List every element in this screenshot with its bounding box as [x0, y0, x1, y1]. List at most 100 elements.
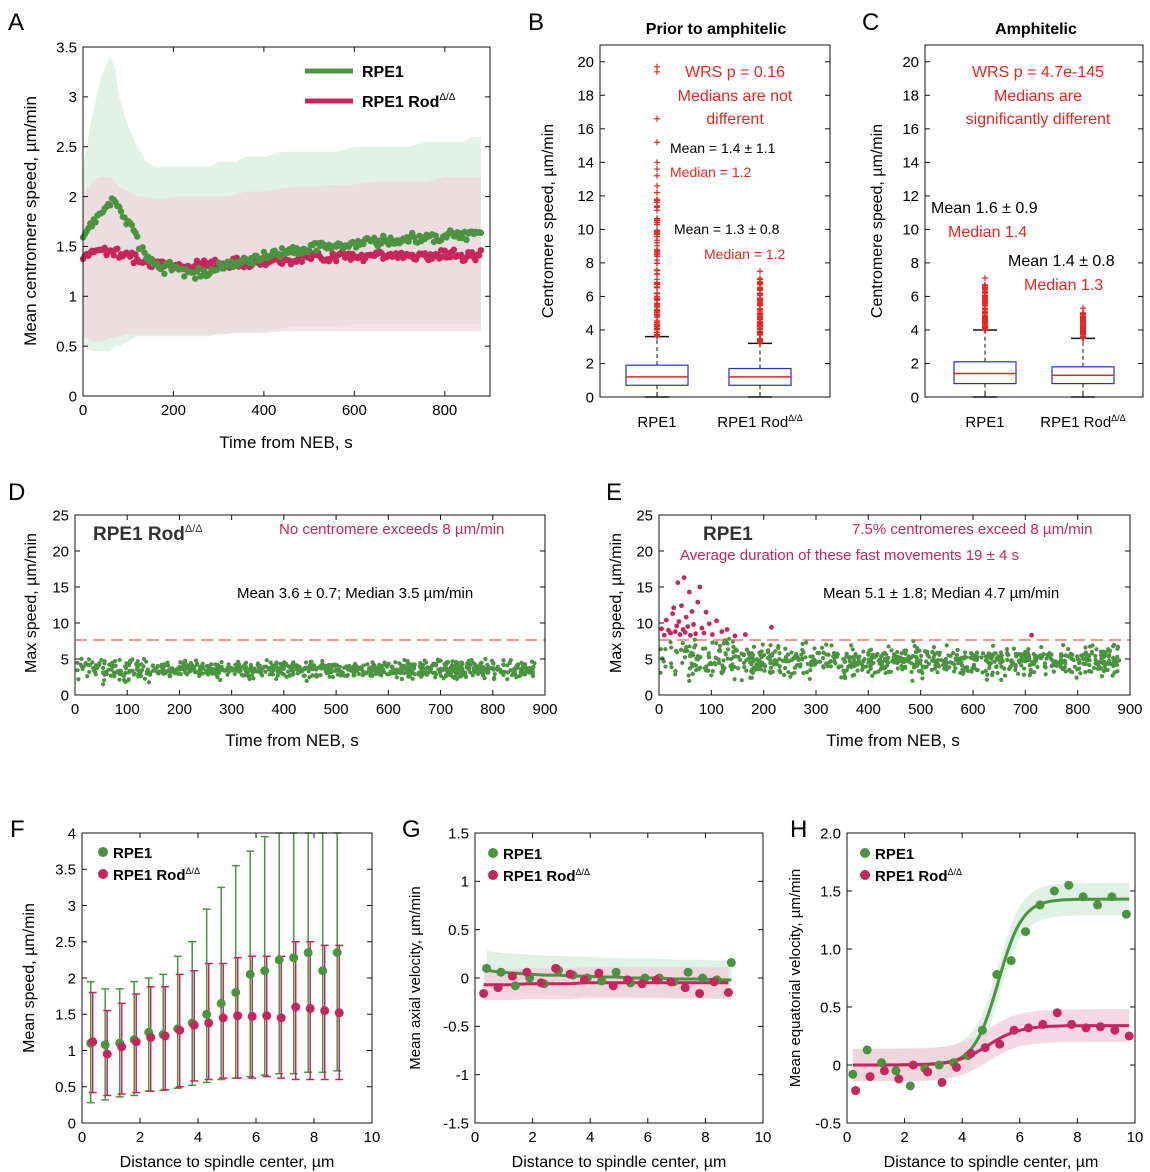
point [951, 651, 956, 656]
point [308, 659, 313, 664]
point [955, 647, 960, 653]
point [998, 650, 1003, 655]
point [804, 670, 810, 675]
y-tick-label: 2 [68, 970, 76, 987]
point [208, 669, 213, 674]
panel-b-stat-3: different [706, 111, 764, 128]
y-tick-label: 2 [586, 356, 594, 373]
point [302, 667, 307, 672]
point [750, 670, 755, 675]
point-fast [695, 599, 701, 605]
panel-e: E 0 5 10 15 20 25 0 100 200 300 400 500 600 700 800 90… [606, 479, 1143, 750]
x-tick-label: 2 [900, 1129, 908, 1146]
point [773, 649, 778, 654]
point [399, 677, 404, 682]
point [145, 667, 150, 672]
point [371, 663, 376, 668]
point-rpe1 [313, 247, 320, 254]
point [282, 660, 287, 665]
point [1049, 652, 1054, 657]
point [433, 670, 438, 675]
point [706, 668, 711, 673]
point [717, 660, 722, 665]
y-tick-label: 20 [902, 54, 919, 71]
panel-a-xlabel: Time from NEB, s [219, 433, 353, 452]
point [800, 647, 805, 653]
panel-c-xtick-rpe1: RPE1 [965, 414, 1004, 431]
point [929, 667, 934, 672]
point-rod [131, 1037, 141, 1047]
point [86, 657, 91, 662]
x-tick-label: 300 [803, 701, 828, 718]
x-tick-label: 400 [271, 701, 296, 718]
panel-c-yticks: 0 2 4 6 8 10 12 14 16 18 20 [902, 54, 1143, 406]
point [1032, 670, 1037, 675]
point-rpe1 [260, 966, 270, 976]
point [1112, 657, 1118, 663]
legend-label-rod: RPE1 RodΔ/Δ [362, 92, 456, 111]
y-tick-label: 15 [636, 579, 653, 596]
point [924, 664, 929, 670]
point [370, 673, 375, 678]
point-rpe1 [200, 267, 208, 274]
panel-e-yticks: 0 5 10 15 20 25 [636, 507, 1130, 704]
x-tick-label: 4 [194, 1129, 202, 1146]
x-tick-label: 100 [699, 701, 724, 718]
point [990, 643, 996, 648]
point [102, 678, 107, 683]
point [934, 1060, 944, 1070]
outlier [654, 323, 660, 330]
point [167, 673, 172, 678]
point-rpe1 [477, 229, 485, 237]
point [213, 667, 219, 672]
y-tick-label: 0.5 [448, 922, 469, 939]
x-tick-label: 400 [856, 701, 881, 718]
point [658, 670, 663, 675]
panel-d-points [75, 656, 537, 687]
point-fast [706, 621, 712, 627]
point [421, 662, 426, 668]
outlier [654, 166, 660, 173]
point [944, 643, 949, 648]
point [209, 662, 214, 667]
point [771, 662, 776, 667]
point [370, 667, 375, 672]
point [529, 671, 535, 676]
point [908, 1060, 918, 1070]
point-rpe1 [249, 260, 257, 267]
point [523, 665, 528, 670]
point [134, 662, 139, 667]
point-rod [114, 245, 121, 252]
point [695, 654, 700, 659]
outlier [757, 297, 763, 304]
legend-label-rpe1: RPE1 [503, 846, 542, 863]
y-tick-label: 2 [69, 189, 77, 206]
point [219, 660, 224, 665]
point [342, 673, 347, 678]
x-tick-label: 600 [960, 701, 985, 718]
panel-letter-a: A [8, 9, 24, 36]
point [1028, 667, 1033, 672]
point [777, 657, 782, 662]
panel-g-ylabel: Mean axial velocity, µm/min [407, 886, 424, 1069]
point [466, 666, 472, 671]
point [512, 666, 518, 671]
point [522, 967, 532, 977]
point-fast [714, 618, 719, 624]
point [501, 658, 506, 663]
point [914, 656, 919, 661]
panel-c-mean-1: Mean 1.6 ± 0.9 [931, 200, 1038, 217]
point-rpe1 [245, 969, 255, 979]
point [762, 668, 767, 673]
point [307, 675, 312, 680]
point [995, 670, 1000, 676]
y-tick-label: 2.0 [820, 825, 841, 842]
point [412, 672, 417, 677]
point [891, 652, 897, 657]
point [235, 662, 241, 667]
point [1083, 645, 1088, 650]
point [140, 667, 145, 673]
point [801, 670, 806, 676]
point [1090, 643, 1095, 648]
panel-e-stats: Mean 5.1 ± 1.8; Median 4.7 µm/min [823, 585, 1059, 602]
